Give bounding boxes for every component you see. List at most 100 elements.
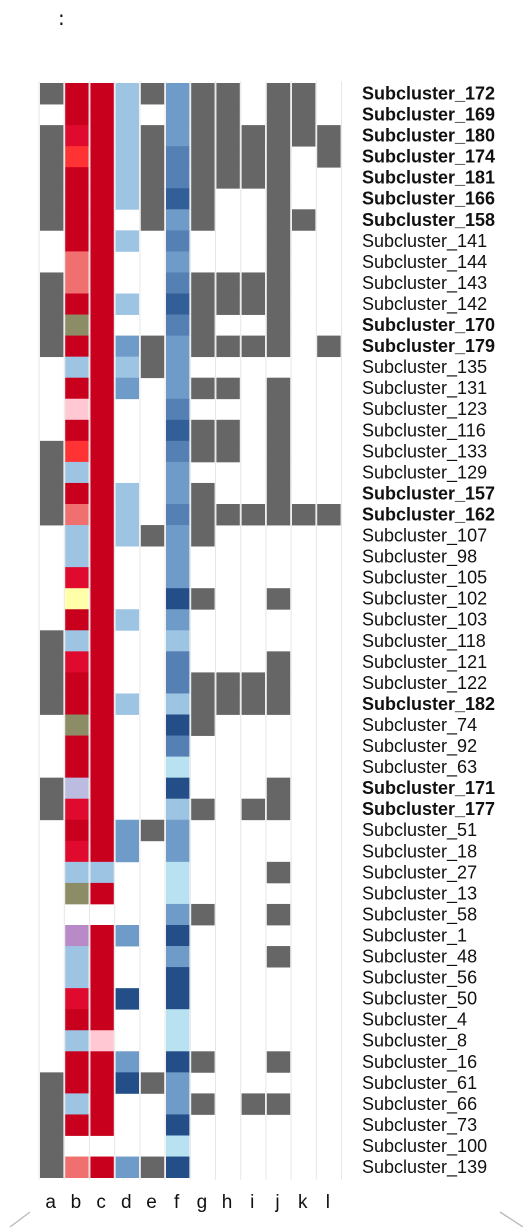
heatmap-cell bbox=[40, 693, 64, 715]
heatmap-cell bbox=[140, 209, 165, 231]
heatmap-cell bbox=[90, 504, 114, 526]
heatmap-cell bbox=[266, 146, 291, 168]
heatmap-cell bbox=[191, 504, 215, 526]
heatmap-cell bbox=[65, 1093, 89, 1115]
heatmap-cell bbox=[166, 882, 190, 905]
row-label: Subcluster_135 bbox=[362, 357, 487, 378]
row-label: Subcluster_177 bbox=[362, 799, 495, 819]
heatmap-cell bbox=[266, 104, 291, 126]
column-label: e bbox=[146, 1192, 157, 1213]
heatmap-cell bbox=[266, 461, 291, 484]
row-label: Subcluster_48 bbox=[362, 947, 477, 968]
heatmap-cell bbox=[191, 146, 215, 168]
heatmap-cell bbox=[90, 588, 114, 610]
heatmap-cell bbox=[90, 125, 114, 147]
heatmap-cell bbox=[166, 819, 190, 842]
heatmap-cell bbox=[191, 104, 215, 126]
heatmap-cell bbox=[90, 335, 114, 358]
heatmap-cell bbox=[90, 1114, 114, 1136]
heatmap-cell bbox=[65, 230, 89, 252]
row-label: Subcluster_171 bbox=[362, 778, 495, 798]
heatmap-cell bbox=[65, 419, 89, 442]
row-label: Subcluster_180 bbox=[362, 126, 495, 146]
row-label: Subcluster_174 bbox=[362, 147, 495, 167]
heatmap-cell bbox=[166, 777, 190, 800]
heatmap-cell bbox=[166, 735, 190, 757]
heatmap-cell bbox=[115, 482, 139, 505]
row-label: Subcluster_98 bbox=[362, 547, 477, 568]
heatmap-cell bbox=[216, 504, 240, 526]
heatmap-cell bbox=[266, 777, 291, 800]
heatmap-cell bbox=[166, 356, 190, 379]
heatmap-cell bbox=[115, 1156, 139, 1178]
row-label: Subcluster_105 bbox=[362, 568, 487, 589]
heatmap-cell bbox=[166, 588, 190, 610]
heatmap-cell bbox=[65, 819, 89, 842]
heatmap-cell bbox=[40, 482, 64, 505]
row-label: Subcluster_74 bbox=[362, 715, 477, 736]
heatmap-cell bbox=[40, 272, 64, 294]
heatmap-cell bbox=[65, 398, 89, 421]
heatmap-cell bbox=[65, 1156, 89, 1178]
heatmap-cell bbox=[115, 504, 139, 526]
heatmap-cell bbox=[166, 609, 190, 631]
heatmap-cell bbox=[241, 167, 265, 189]
heatmap-cell bbox=[166, 546, 190, 568]
heatmap-cell bbox=[65, 1051, 89, 1073]
row-label: Subcluster_56 bbox=[362, 968, 477, 989]
heatmap-cell bbox=[166, 419, 190, 442]
heatmap-cell bbox=[65, 272, 89, 294]
heatmap-cell bbox=[65, 693, 89, 715]
heatmap-cell bbox=[166, 925, 190, 947]
heatmap-cell bbox=[166, 251, 190, 273]
row-label: Subcluster_51 bbox=[362, 820, 477, 841]
heatmap-cell bbox=[266, 1093, 291, 1115]
heatmap-cell bbox=[166, 861, 190, 884]
heatmap-cell bbox=[191, 83, 215, 105]
heatmap-cell bbox=[65, 504, 89, 526]
heatmap-cell bbox=[166, 335, 190, 358]
heatmap-cell bbox=[90, 1030, 114, 1052]
heatmap-cell bbox=[166, 651, 190, 673]
heatmap-cell bbox=[266, 588, 291, 610]
row-label: Subcluster_27 bbox=[362, 862, 477, 883]
heatmap-cell bbox=[115, 925, 139, 947]
heatmap-cell bbox=[166, 83, 190, 105]
row-label: Subcluster_166 bbox=[362, 189, 495, 209]
heatmap-cell bbox=[166, 461, 190, 484]
corner-decoration bbox=[9, 1211, 523, 1227]
heatmap-cell bbox=[266, 335, 291, 358]
heatmap-cell bbox=[90, 230, 114, 252]
heatmap-cell bbox=[266, 672, 291, 694]
heatmap-cell bbox=[191, 693, 215, 715]
heatmap-cell bbox=[65, 146, 89, 168]
heatmap-cell bbox=[115, 1051, 139, 1073]
heatmap-cell bbox=[115, 188, 139, 210]
row-label: Subcluster_182 bbox=[362, 694, 495, 714]
heatmap-cell bbox=[191, 903, 215, 926]
heatmap-cell bbox=[241, 146, 265, 168]
heatmap-cell bbox=[266, 125, 291, 147]
heatmap-cell bbox=[65, 861, 89, 884]
heatmap-cell bbox=[65, 946, 89, 968]
heatmap-cell bbox=[115, 125, 139, 147]
heatmap-cell bbox=[115, 293, 139, 315]
heatmap-cell bbox=[216, 83, 240, 105]
heatmap-cell bbox=[115, 840, 139, 863]
row-label: Subcluster_122 bbox=[362, 673, 487, 694]
heatmap-cell bbox=[90, 356, 114, 379]
heatmap-cell bbox=[90, 461, 114, 484]
heatmap-cell bbox=[191, 188, 215, 210]
heatmap-cell bbox=[292, 83, 316, 105]
heatmap-cell bbox=[266, 482, 291, 505]
heatmap-cell bbox=[241, 125, 265, 147]
heatmap-cell bbox=[115, 104, 139, 126]
heatmap-cell bbox=[90, 714, 114, 736]
heatmap-cell bbox=[65, 672, 89, 694]
heatmap-cell bbox=[90, 672, 114, 694]
heatmap-cell bbox=[216, 293, 240, 315]
heatmap-cell bbox=[65, 967, 89, 989]
heatmap-cell bbox=[191, 272, 215, 294]
heatmap-cell bbox=[40, 83, 64, 105]
